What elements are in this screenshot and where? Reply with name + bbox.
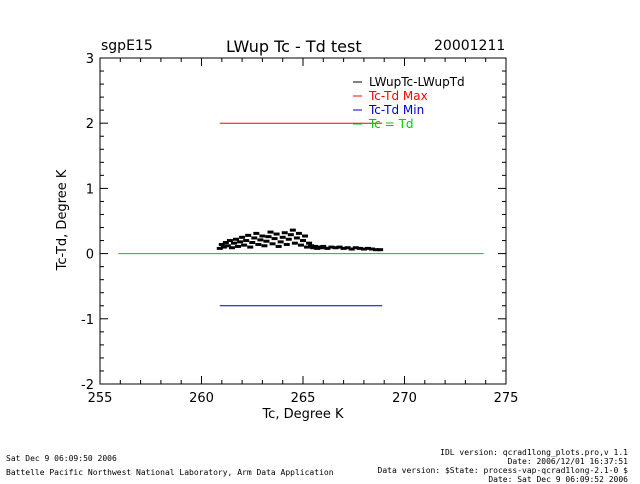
site-label: sgpE15 bbox=[101, 38, 153, 54]
footer-version-line: Data version: $State: process-vap-qcrad1… bbox=[377, 466, 628, 475]
y-tick-label: -1 bbox=[81, 313, 94, 328]
y-tick-label: 1 bbox=[86, 182, 94, 197]
footer-version-line: IDL version: qcrad1long_plots.pro,v 1.1 bbox=[440, 448, 628, 457]
footer-version-line: Date: 2006/12/01 16:37:51 bbox=[507, 457, 628, 466]
x-tick-label: 260 bbox=[189, 391, 214, 406]
legend-label: Tc = Td bbox=[368, 117, 414, 131]
date-label: 20001211 bbox=[434, 38, 506, 54]
footer-version-block: IDL version: qcrad1long_plots.pro,v 1.1 … bbox=[378, 448, 628, 484]
x-tick-label: 255 bbox=[88, 391, 113, 406]
y-tick-label: 2 bbox=[86, 117, 94, 132]
plot-border bbox=[99, 57, 507, 385]
footer-timestamp: Sat Dec 9 06:09:50 2006 bbox=[6, 454, 117, 463]
x-tick-label: 270 bbox=[392, 391, 417, 406]
footer-organization: Battelle Pacific Northwest National Labo… bbox=[6, 468, 334, 477]
y-tick-label: 0 bbox=[86, 248, 94, 263]
chart-title: LWup Tc - Td test bbox=[226, 37, 362, 56]
y-axis-label: Tc-Td, Degree K bbox=[55, 169, 70, 271]
legend-label: Tc-Td Max bbox=[368, 89, 428, 103]
series-layer bbox=[118, 122, 484, 307]
y-tick-label: 3 bbox=[86, 52, 94, 67]
x-axis-label: Tc, Degree K bbox=[261, 407, 344, 422]
plot-frame: 255 260 265 270 275 -2 -1 0 1 2 3 bbox=[81, 52, 518, 406]
x-tick-label: 275 bbox=[494, 391, 519, 406]
x-tick-label: 265 bbox=[291, 391, 316, 406]
legend-label: LWupTc-LWupTd bbox=[369, 75, 465, 89]
legend-label: Tc-Td Min bbox=[368, 103, 424, 117]
y-tick-label: -2 bbox=[81, 378, 94, 393]
